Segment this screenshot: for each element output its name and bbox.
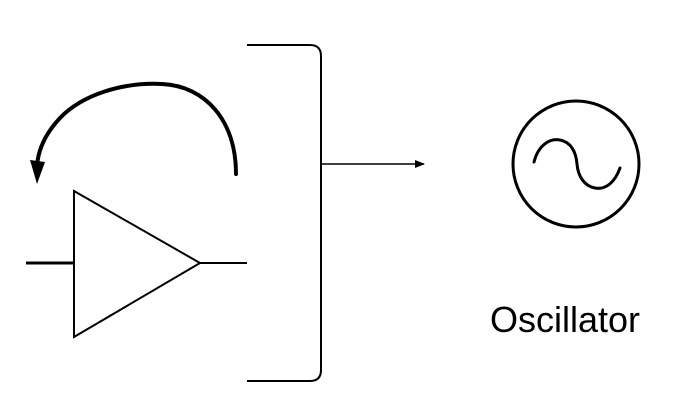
oscillator-label: Oscillator [490, 299, 641, 340]
grouping-bracket [247, 44, 322, 382]
amplifier-triangle [73, 189, 202, 339]
sine-wave-icon [511, 99, 641, 229]
oscillator-sine-curve [532, 138, 622, 190]
oscillator-circle [511, 99, 641, 229]
feedback-arrow-icon [30, 81, 238, 184]
amplifier-triangle-icon [26, 189, 247, 339]
